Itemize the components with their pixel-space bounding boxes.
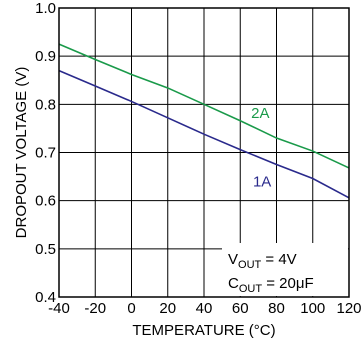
x-tick-label: -40	[48, 300, 70, 317]
y-tick-label: 0.6	[35, 193, 56, 210]
cout-subscript: OUT	[239, 283, 263, 295]
y-tick-label: 0.9	[35, 48, 56, 65]
y-tick-label: 1.0	[35, 0, 56, 17]
y-tick-label: 0.7	[35, 145, 56, 162]
conditions-box-background	[222, 243, 348, 296]
series-label-2a: 2A	[251, 105, 269, 122]
x-tick-label: 80	[268, 300, 285, 317]
plot-frame	[58, 7, 350, 298]
x-tick-label: 120	[336, 300, 361, 317]
cout-annotation: COUT = 20μF	[228, 275, 314, 295]
x-tick-label: 0	[127, 300, 135, 317]
series-line-2a	[58, 43, 350, 169]
tick-labels: -40 -20 0 20 40 60 80 100 120 0.4 0.5 0.6 0.7 0.8 0.9 1…	[35, 0, 361, 317]
vout-symbol: V	[228, 251, 238, 268]
vout-annotation: VOUT = 4V	[228, 251, 297, 271]
y-tick-label: 0.5	[35, 241, 56, 258]
x-axis-label: TEMPERATURE (°C)	[132, 322, 275, 339]
series-lines: 2A 1A	[58, 43, 350, 199]
series-label-1a: 1A	[253, 173, 271, 190]
series-line-1a	[58, 69, 350, 199]
x-tick-label: 40	[196, 300, 213, 317]
x-tick-label: -20	[84, 300, 106, 317]
vout-value: = 4V	[261, 251, 296, 268]
y-tick-label: 0.8	[35, 96, 56, 113]
cout-value: = 20μF	[262, 275, 314, 292]
y-axis-label: DROPOUT VOLTAGE (V)	[13, 67, 30, 239]
grid-lines	[59, 8, 349, 297]
x-tick-label: 100	[300, 300, 325, 317]
x-tick-label: 60	[232, 300, 249, 317]
x-tick-label: 20	[159, 300, 176, 317]
y-tick-label: 0.4	[35, 289, 56, 306]
cout-symbol: C	[228, 275, 239, 292]
vout-subscript: OUT	[238, 259, 262, 271]
